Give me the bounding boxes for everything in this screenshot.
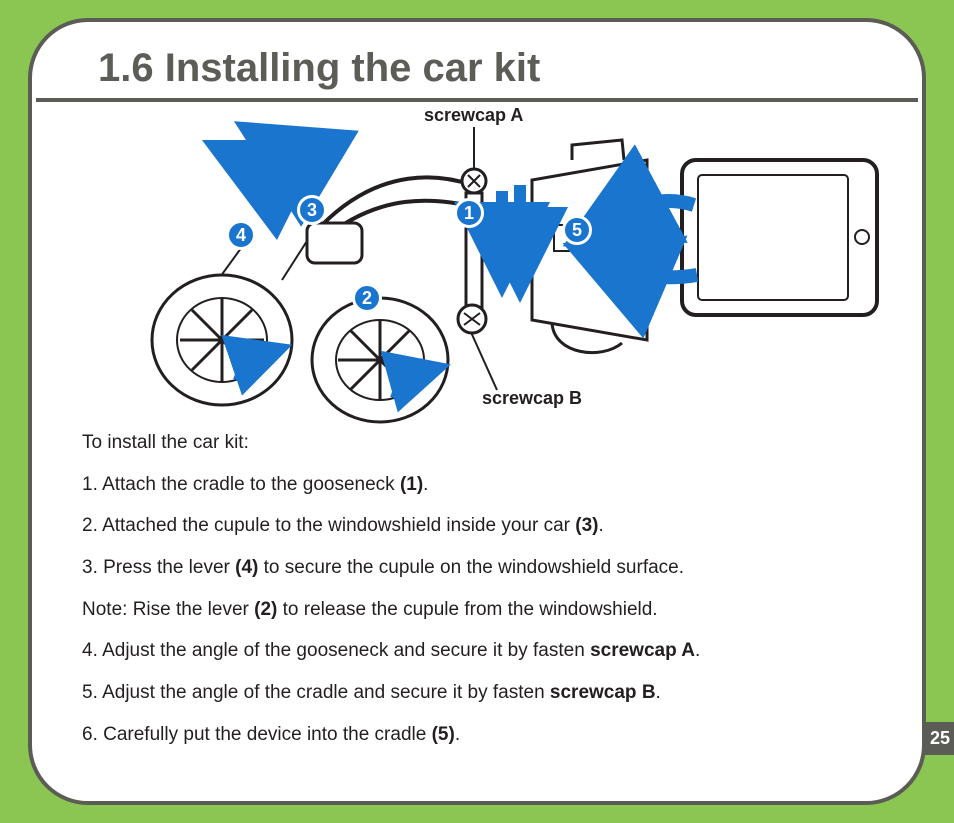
- step-6-text: 6. Carefully put the device into the cra…: [82, 724, 432, 745]
- step-4-end: .: [695, 640, 700, 661]
- badge-4: 4: [226, 220, 256, 250]
- page-number-badge: 25: [922, 722, 954, 755]
- step-5: 5. Adjust the angle of the cradle and se…: [82, 681, 872, 706]
- step-5-end: .: [656, 682, 661, 703]
- step-3-text: 3. Press the lever: [82, 557, 235, 578]
- step-2-ref: (3): [575, 515, 598, 536]
- step-5-ref: screwcap B: [550, 682, 656, 703]
- badge-2: 2: [352, 283, 382, 313]
- note-ref: (2): [254, 599, 277, 620]
- badge-1: 1: [454, 198, 484, 228]
- step-3-ref: (4): [235, 557, 258, 578]
- step-6-end: .: [455, 724, 460, 745]
- step-1-end: .: [423, 474, 428, 495]
- step-5-text: 5. Adjust the angle of the cradle and se…: [82, 682, 550, 703]
- step-6-ref: (5): [432, 724, 455, 745]
- step-3-end: to secure the cupule on the windowshield…: [258, 557, 684, 578]
- note-end: to release the cupule from the windowshi…: [277, 599, 657, 620]
- intro-text: To install the car kit:: [82, 431, 872, 456]
- section-title: 1.6 Installing the car kit: [98, 46, 872, 91]
- note-line: Note: Rise the lever (2) to release the …: [82, 598, 872, 623]
- instruction-block: To install the car kit: 1. Attach the cr…: [82, 431, 872, 748]
- page-root: 1.6 Installing the car kit screwcap A sc…: [0, 0, 954, 823]
- badge-3: 3: [297, 195, 327, 225]
- step-4: 4. Adjust the angle of the gooseneck and…: [82, 639, 872, 664]
- note-text: Note: Rise the lever: [82, 599, 254, 620]
- step-6: 6. Carefully put the device into the cra…: [82, 723, 872, 748]
- diagram: screwcap A screwcap B: [82, 105, 872, 425]
- step-2-end: .: [598, 515, 603, 536]
- step-1-text: 1. Attach the cradle to the gooseneck: [82, 474, 400, 495]
- step-1: 1. Attach the cradle to the gooseneck (1…: [82, 473, 872, 498]
- step-2: 2. Attached the cupule to the windowshie…: [82, 514, 872, 539]
- carkit-illustration: [82, 105, 882, 425]
- step-3: 3. Press the lever (4) to secure the cup…: [82, 556, 872, 581]
- step-4-text: 4. Adjust the angle of the gooseneck and…: [82, 640, 590, 661]
- step-1-ref: (1): [400, 474, 423, 495]
- content-panel: 1.6 Installing the car kit screwcap A sc…: [28, 18, 926, 805]
- step-4-ref: screwcap A: [590, 640, 695, 661]
- step-2-text: 2. Attached the cupule to the windowshie…: [82, 515, 575, 536]
- badge-5: 5: [562, 215, 592, 245]
- title-underline: [36, 98, 918, 102]
